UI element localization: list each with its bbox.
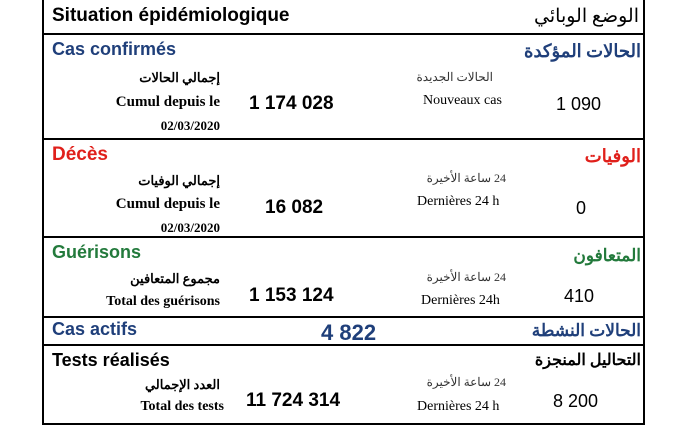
deaths-total-label-ar: إجمالي الوفيات: [138, 173, 220, 188]
recoveries-new-value: 410: [564, 286, 595, 306]
recoveries-new-label-ar: 24 ساعة الأخيرة: [426, 270, 506, 284]
tests-total-label-fr: Total des tests: [140, 399, 225, 414]
deaths-total-value: 16 082: [265, 197, 324, 218]
tests-total-value: 11 724 314: [246, 390, 341, 411]
divider: [42, 138, 645, 140]
confirmed-title-ar: الحالات المؤكدة: [524, 41, 641, 61]
divider: [42, 316, 645, 318]
confirmed-total-label-fr: Cumul depuis le: [115, 94, 220, 110]
tests-title-fr: Tests réalisés: [52, 350, 170, 370]
active-value: 4 822: [321, 320, 377, 345]
recoveries-total-value: 1 153 124: [249, 285, 334, 306]
divider: [42, 344, 645, 346]
deaths-new-value: 0: [576, 198, 587, 218]
epidemiological-situation-table: [42, 0, 645, 425]
tests-title-ar: التحاليل المنجزة: [534, 352, 641, 369]
active-title-fr: Cas actifs: [52, 319, 138, 339]
deaths-title-fr: Décès: [52, 144, 108, 165]
divider: [42, 33, 645, 35]
confirmed-total-value: 1 174 028: [249, 93, 334, 114]
deaths-new-label-ar: 24 ساعة الأخيرة: [426, 171, 506, 185]
confirmed-title-fr: Cas confirmés: [52, 39, 177, 59]
deaths-total-date: 02/03/2020: [160, 220, 220, 235]
divider: [42, 236, 645, 238]
deaths-title-ar: الوفيات: [584, 146, 641, 166]
confirmed-new-label-fr: Nouveaux cas: [423, 93, 502, 108]
confirmed-total-label-ar: إجمالي الحالات: [139, 70, 220, 85]
recoveries-total-label-ar: مجموع المتعافين: [130, 271, 220, 286]
tests-new-label-ar: 24 ساعة الأخيرة: [426, 375, 506, 389]
tests-new-label-fr: Dernières 24 h: [417, 399, 500, 414]
recoveries-title-fr: Guérisons: [52, 242, 142, 262]
deaths-new-label-fr: Dernières 24 h: [417, 194, 500, 209]
page-title-ar: الوضع الوبائي: [534, 6, 639, 27]
active-title-ar: الحالات النشطة: [531, 321, 641, 340]
page-title-fr: Situation épidémiologique: [52, 5, 290, 26]
tests-total-label-ar: العدد الإجمالي: [144, 377, 220, 392]
deaths-total-label-fr: Cumul depuis le: [115, 196, 220, 212]
recoveries-total-label-fr: Total des guérisons: [106, 294, 220, 309]
recoveries-new-label-fr: Dernières 24h: [421, 293, 500, 308]
recoveries-title-ar: المتعافون: [573, 246, 641, 265]
confirmed-new-value: 1 090: [556, 94, 602, 114]
confirmed-total-date: 02/03/2020: [160, 118, 220, 133]
confirmed-new-label-ar: الحالات الجديدة: [416, 70, 494, 84]
tests-new-value: 8 200: [553, 391, 599, 411]
